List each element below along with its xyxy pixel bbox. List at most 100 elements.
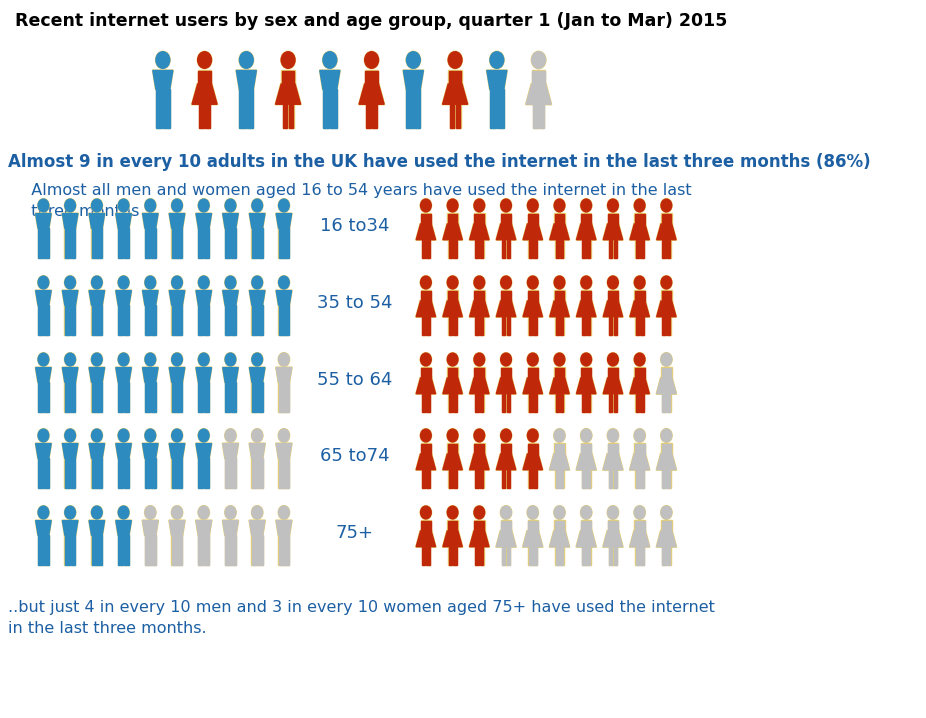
Polygon shape <box>495 378 516 394</box>
Circle shape <box>281 51 295 69</box>
Bar <box>529 470 532 488</box>
Bar <box>177 382 182 412</box>
Polygon shape <box>549 378 569 394</box>
Bar <box>540 104 544 128</box>
Polygon shape <box>469 301 489 317</box>
Bar <box>502 393 506 412</box>
Bar <box>257 382 263 412</box>
Bar <box>559 546 564 565</box>
Circle shape <box>279 199 289 212</box>
Bar <box>422 470 425 488</box>
Text: ..but just 4 in every 10 men and 3 in every 10 women aged 75+ have used the inte: ..but just 4 in every 10 men and 3 in ev… <box>8 600 715 636</box>
Circle shape <box>527 505 539 519</box>
Polygon shape <box>487 70 507 89</box>
Circle shape <box>225 199 236 213</box>
Bar <box>257 457 263 488</box>
Circle shape <box>278 199 290 213</box>
Polygon shape <box>550 378 569 393</box>
Polygon shape <box>319 70 340 90</box>
Bar <box>582 470 586 488</box>
Bar <box>453 317 457 335</box>
Polygon shape <box>443 378 463 394</box>
Bar <box>422 317 425 335</box>
Polygon shape <box>577 301 596 317</box>
Bar <box>613 317 618 335</box>
Polygon shape <box>153 70 173 90</box>
Bar <box>607 290 619 302</box>
Bar <box>171 382 177 412</box>
Bar <box>556 240 559 258</box>
Circle shape <box>225 505 236 519</box>
Polygon shape <box>630 224 649 240</box>
Circle shape <box>364 51 379 69</box>
Bar <box>609 240 612 258</box>
Circle shape <box>252 199 263 212</box>
Circle shape <box>279 276 289 289</box>
Polygon shape <box>576 454 596 470</box>
Bar <box>614 546 617 564</box>
Bar <box>475 470 479 488</box>
Bar <box>586 546 591 565</box>
Circle shape <box>554 199 565 212</box>
Polygon shape <box>416 301 436 317</box>
Polygon shape <box>657 301 676 317</box>
Bar <box>44 382 49 411</box>
Bar <box>91 457 96 488</box>
Bar <box>533 104 538 128</box>
Bar <box>231 382 236 411</box>
Bar <box>555 213 565 225</box>
Bar <box>171 304 177 335</box>
Bar <box>421 368 431 378</box>
Bar <box>640 240 644 258</box>
Bar <box>480 546 483 564</box>
Bar <box>555 367 565 378</box>
Bar <box>426 546 431 565</box>
Bar <box>279 458 283 488</box>
Bar <box>150 382 156 412</box>
Bar <box>448 317 453 335</box>
Polygon shape <box>143 213 158 228</box>
Polygon shape <box>603 301 622 317</box>
Bar <box>239 89 246 128</box>
Bar <box>582 546 586 565</box>
Bar <box>150 228 156 258</box>
Bar <box>449 104 455 128</box>
Bar <box>529 546 532 564</box>
Bar <box>448 444 457 454</box>
Circle shape <box>420 276 432 289</box>
Bar <box>474 520 484 531</box>
Bar <box>151 535 156 564</box>
Circle shape <box>252 276 263 289</box>
Bar <box>634 520 644 531</box>
Bar <box>144 535 150 565</box>
Bar <box>581 520 592 531</box>
Bar <box>366 70 378 84</box>
Polygon shape <box>249 291 265 305</box>
Circle shape <box>198 429 209 442</box>
Bar <box>608 368 618 378</box>
Polygon shape <box>550 531 569 546</box>
Bar <box>156 89 162 128</box>
Circle shape <box>278 276 290 289</box>
Bar <box>372 104 377 128</box>
Bar <box>614 317 617 335</box>
Circle shape <box>65 276 76 289</box>
Bar <box>97 458 102 488</box>
Bar <box>145 382 150 411</box>
Bar <box>123 382 129 412</box>
Circle shape <box>65 505 76 519</box>
Polygon shape <box>89 291 105 305</box>
Bar <box>331 89 337 128</box>
Bar <box>555 470 559 488</box>
Circle shape <box>607 506 619 519</box>
Bar <box>123 228 129 258</box>
Bar <box>225 304 231 335</box>
Bar <box>661 444 671 454</box>
Circle shape <box>145 199 156 212</box>
Bar <box>231 535 236 564</box>
Bar <box>507 470 510 488</box>
Bar <box>198 70 211 84</box>
Circle shape <box>145 506 156 519</box>
Bar <box>480 240 483 258</box>
Bar <box>231 535 236 565</box>
